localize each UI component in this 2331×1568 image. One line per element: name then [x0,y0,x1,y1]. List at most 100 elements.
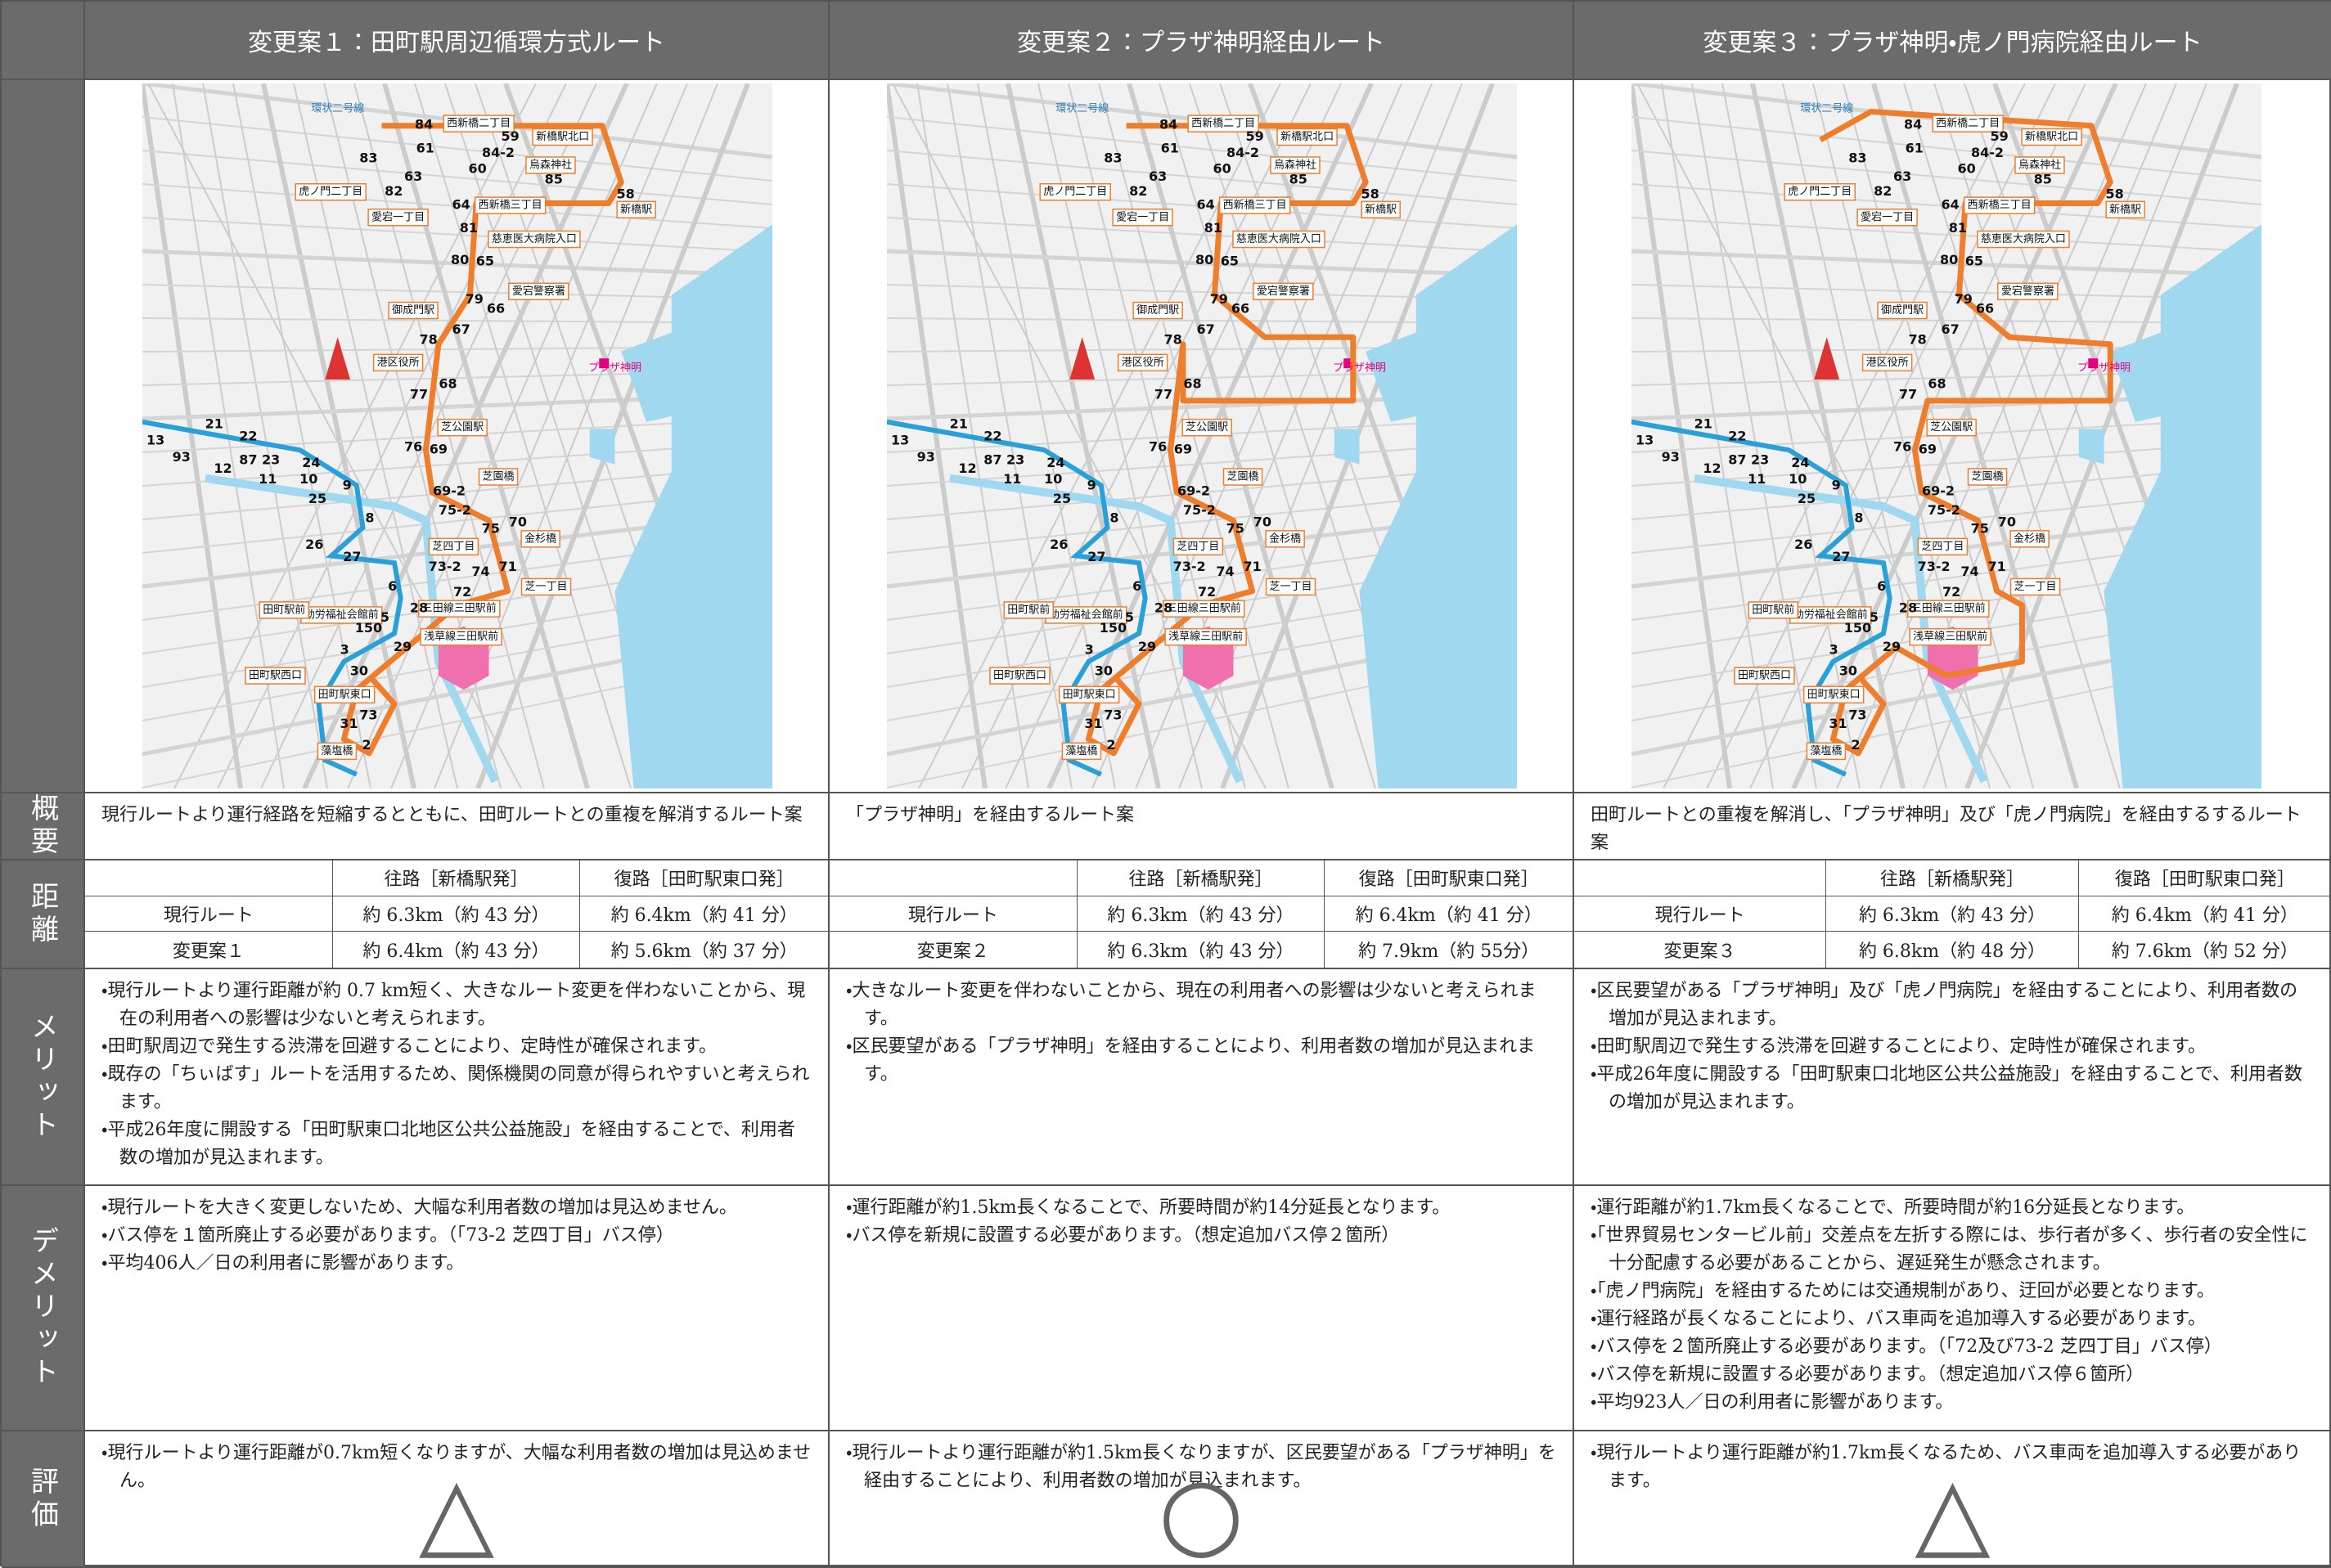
street [1159,83,1376,788]
stop-name: 浅草線三田駅前 [1913,630,1987,643]
stop-name: 御成門駅 [1881,304,1924,317]
stop-name: 西新橋二丁目 [447,118,511,130]
street [202,83,328,788]
stop-name: 環状二号線 [311,102,364,115]
stop-number: 80 [1940,252,1958,267]
distance-value: 現行ルート [1574,896,1827,932]
stop-name: プラザ神明 [2077,362,2131,375]
demerit-item: ・運行距離が約1.5km長くなることで、所要時間が約14分延長となります。 [846,1197,1451,1218]
street [887,249,1517,278]
distance-header-blank [85,860,333,896]
stop-number: 64 [1941,197,1959,213]
rating-symbol: △ [418,1456,495,1568]
stop-name: 新橋駅 [2109,204,2141,216]
stop-number: 27 [343,549,361,564]
map-cell: 環状二号線 84 西新橋二丁目 59 新橋駅北口 61 84-2 烏森神社 83 63 60 85 虎ノ… [830,80,1574,793]
stop-number: 79 [466,291,484,307]
stop-number: 13 [146,433,164,448]
stop-number: 61 [1161,141,1179,156]
stop-name: 芝一丁目 [1270,581,1312,593]
pond [2110,323,2198,422]
stop-name-box [1061,742,1102,761]
street [232,83,371,788]
stop-name-box [1917,537,1969,556]
stop-number: 67 [1196,321,1214,337]
stop-name: 芝四丁目 [1177,541,1219,553]
stop-number: 67 [1941,321,1959,337]
street [887,116,1517,182]
stop-name: 浅草線三田駅前 [1168,630,1243,643]
tower [1814,337,1840,380]
distance-table: 往路［新橋駅発］ 復路［田町駅東口発］ 現行ルート約 6.3km（約 43 分）約 … [1574,860,2331,968]
stop-name-box [520,577,572,596]
stop-number: 10 [1789,471,1807,487]
stop-name-box [1784,182,1856,201]
stop-name: 田町駅東口 [1807,688,1861,701]
stop-name: 慈恵医大病院入口 [1981,233,2066,245]
stop-number: 82 [385,183,403,199]
stop-number: 3 [1085,642,1094,658]
stop-name-box [259,601,310,619]
stop-number: 10 [1044,471,1062,487]
stop-name-box [989,667,1051,685]
stop-number: 83 [1104,151,1122,166]
stop-number: 69 [1919,442,1937,457]
stop-name: 芝園橋 [483,470,515,483]
stop-name-box [1932,115,2004,133]
stop-name: 三田線三田駅前 [1911,602,1986,615]
rating-symbol: ○ [1158,1456,1244,1568]
stop-name: 芝四丁目 [1921,541,1964,553]
stop-name: 田町駅前 [1007,603,1050,616]
stop-number: 59 [1991,128,2009,144]
stop-name: 愛宕一丁目 [371,210,425,223]
distance-value: 変更案２ [830,932,1078,968]
stop-number: 75 [1971,520,1989,536]
stop-number: 70 [509,514,527,530]
stop-name-box [478,468,519,486]
stop-number: 31 [340,716,358,731]
stop-number: 68 [1183,376,1201,392]
stop-number: 24 [1791,455,1809,470]
demerit-item: ・現行ルートを大きく変更しないため、大幅な利用者数の増加は見込めません。 [101,1197,737,1218]
street [293,83,458,788]
stop-number: 9 [343,478,352,493]
demerit-item: ・バス停を新規に設置する必要があります。（想定追加バス停２箇所） [846,1225,1400,1246]
summary-text: 田町ルートとの重複を解消し、「プラザ神明」及び「虎ノ門病院」を経由するするルート… [1574,793,2331,860]
demerits-cell: ・運行距離が約1.5km長くなることで、所要時間が約14分延長となります。 ・バス… [830,1186,1574,1431]
street [142,217,772,253]
demerits-cell: ・運行距離が約1.7km長くなることで、所要時間が約16分延長となります。 ・「世… [1574,1186,2331,1431]
sea [614,224,772,788]
stop-name: 金杉橋 [2014,532,2045,545]
stop-name: 金杉橋 [524,532,556,545]
street [1750,83,1906,788]
street [887,183,1517,229]
stop-number: 31 [1084,716,1102,731]
stop-name: 田町駅西口 [993,670,1046,682]
stop-number: 26 [1794,537,1812,552]
stop-name: 慈恵医大病院入口 [1236,233,1321,245]
stop-name: 田町駅西口 [1738,670,1791,682]
stop-number: 70 [1253,514,1271,530]
rating-symbol: △ [1915,1456,1991,1568]
stop-name-box [616,200,656,219]
stop-number: 72 [1198,584,1216,600]
sea [2104,224,2261,788]
canal [1694,474,1988,784]
stop-number: 59 [502,128,520,144]
merits-cell: ・現行ルートより運行距離が約 0.7 km短く、大きなルート変更を伴わないことか… [85,969,830,1186]
stop-number: 9 [1832,478,1841,493]
evaluation-text: ・現行ルートより運行距離が約1.5km長くなりますが、区民要望がある「プラザ神明… [846,1443,1556,1491]
merits-cell: ・区民要望がある「プラザ神明」及び「虎ノ門病院」を経由することにより、利用者数の… [1574,969,2331,1186]
stop-number: 25 [1798,491,1816,506]
stop-name-box [1926,418,1977,437]
stop-number: 21 [950,416,968,432]
distance-value: 現行ルート [85,896,333,932]
distance-value: 約 5.6km（約 37 分） [610,941,798,963]
stop-number: 75-2 [1928,502,1960,518]
street [1721,83,1861,788]
stop-name: 港区役所 [1866,357,1909,369]
distance-value: 約 6.8km（約 48 分） [1826,932,2079,968]
stop-number: 65 [1965,254,1983,269]
stop-name: 烏森神社 [2018,158,2061,171]
